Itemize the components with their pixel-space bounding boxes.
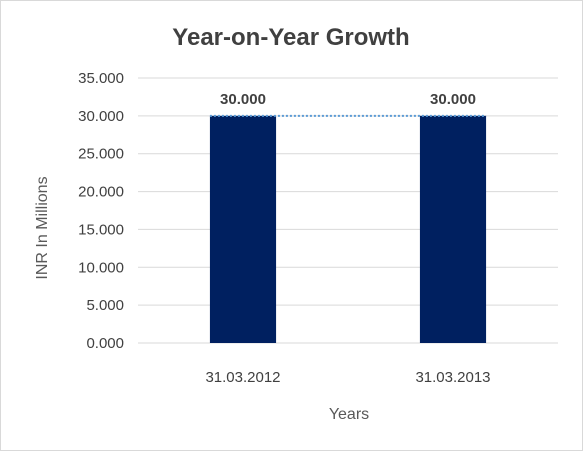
x-axis-title: Years [329, 406, 369, 423]
x-tick-label: 31.03.2013 [415, 369, 490, 386]
y-tick-label: 25.000 [78, 146, 124, 163]
y-tick-label: 30.000 [78, 108, 124, 125]
y-tick-label: 0.000 [86, 335, 124, 352]
y-tick-label: 20.000 [78, 184, 124, 201]
data-labels: 30.000 30.000 [220, 91, 476, 108]
y-tick-label: 10.000 [78, 259, 124, 276]
data-label: 30.000 [430, 91, 476, 108]
bar [419, 115, 487, 343]
y-axis-ticks: 0.000 5.000 10.000 15.000 20.000 25.000 30.000… [78, 70, 124, 352]
y-axis-title: INR In Millions [34, 176, 51, 279]
y-tick-label: 15.000 [78, 221, 124, 238]
y-tick-label: 5.000 [86, 297, 124, 314]
gridlines [138, 77, 558, 344]
bar [209, 115, 277, 343]
x-axis-ticks: 31.03.2012 31.03.2013 [205, 369, 490, 386]
x-tick-label: 31.03.2012 [205, 369, 280, 386]
bars [209, 115, 487, 343]
data-label: 30.000 [220, 91, 266, 108]
chart-title: Year-on-Year Growth [172, 24, 409, 51]
y-tick-label: 35.000 [78, 70, 124, 87]
